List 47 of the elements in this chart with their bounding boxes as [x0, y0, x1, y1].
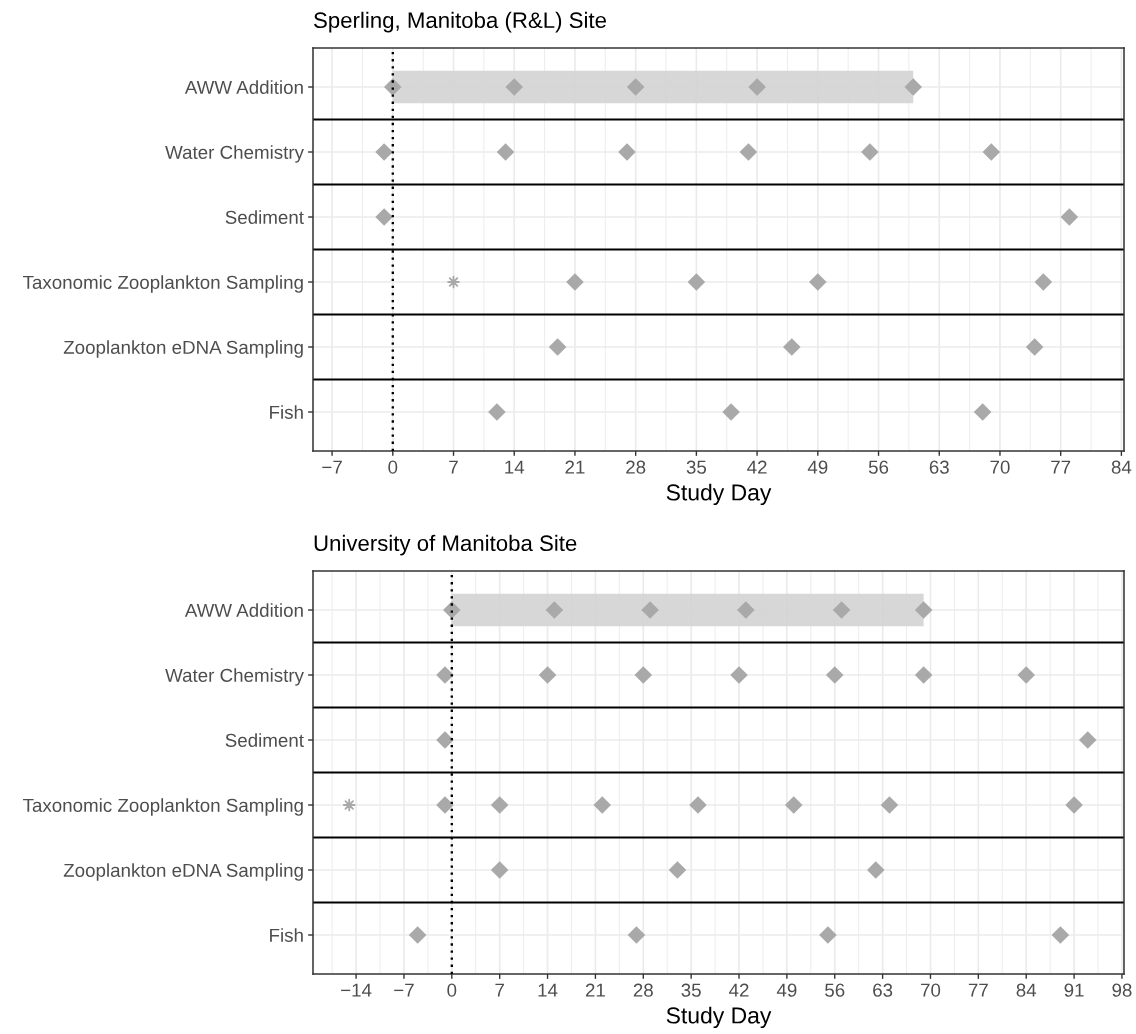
x-tick-label: 70 — [990, 460, 1010, 474]
x-tick-label: 91 — [1064, 983, 1084, 997]
x-tick-label: 14 — [505, 460, 525, 474]
x-tick-label: 0 — [388, 460, 398, 474]
y-tick-label: Sediment — [225, 210, 304, 224]
x-tick-label: 21 — [565, 460, 585, 474]
x-tick-label: 63 — [929, 460, 949, 474]
y-tick-label: Water Chemistry — [165, 668, 304, 686]
y-tick-label: AWW Addition — [184, 603, 303, 617]
x-tick-label: 49 — [776, 983, 797, 997]
y-tick-label: Zooplankton eDNA Sampling — [63, 863, 303, 881]
x-tick-label: 56 — [868, 460, 889, 474]
x-tick-label: 77 — [1051, 460, 1071, 474]
x-tick-label: 98 — [1112, 983, 1132, 997]
x-tick-label: 84 — [1111, 460, 1132, 474]
x-tick-label: −7 — [322, 460, 342, 474]
y-tick-label: Sediment — [225, 733, 304, 747]
x-tick-label: 70 — [921, 983, 941, 997]
x-tick-label: 42 — [729, 983, 749, 997]
chart-title: University of Manitoba Site — [314, 534, 577, 556]
y-tick-label: Water Chemistry — [165, 145, 304, 163]
x-tick-label: 84 — [1016, 983, 1037, 997]
x-tick-label: 28 — [626, 460, 646, 474]
chart-title: Sperling, Manitoba (R&L) Site — [314, 11, 606, 33]
x-tick-label: 28 — [633, 983, 653, 997]
x-tick-label: 35 — [686, 460, 707, 474]
x-tick-label: 77 — [968, 983, 988, 997]
x-tick-label: 42 — [747, 460, 767, 474]
y-tick-label: Zooplankton eDNA Sampling — [63, 340, 303, 358]
x-tick-label: 56 — [825, 983, 845, 997]
x-tick-label: 63 — [873, 983, 893, 997]
x-axis-title: Study Day — [666, 1006, 772, 1029]
y-tick-label: Taxonomic Zooplankton Sampling — [23, 275, 303, 293]
x-tick-label: 35 — [681, 983, 701, 997]
x-axis-title: Study Day — [666, 483, 772, 506]
x-tick-label: −14 — [341, 983, 372, 997]
x-tick-label: −7 — [394, 983, 414, 997]
y-tick-label: AWW Addition — [184, 80, 303, 94]
x-tick-label: 14 — [538, 983, 558, 997]
y-tick-label: Taxonomic Zooplankton Sampling — [23, 798, 303, 816]
x-tick-label: 21 — [585, 983, 605, 997]
x-tick-label: 7 — [495, 983, 504, 997]
y-tick-label: Fish — [270, 928, 303, 942]
x-tick-label: 7 — [449, 460, 458, 474]
x-tick-label: 0 — [447, 983, 457, 997]
x-tick-label: 49 — [807, 460, 828, 474]
y-tick-label: Fish — [270, 405, 303, 419]
